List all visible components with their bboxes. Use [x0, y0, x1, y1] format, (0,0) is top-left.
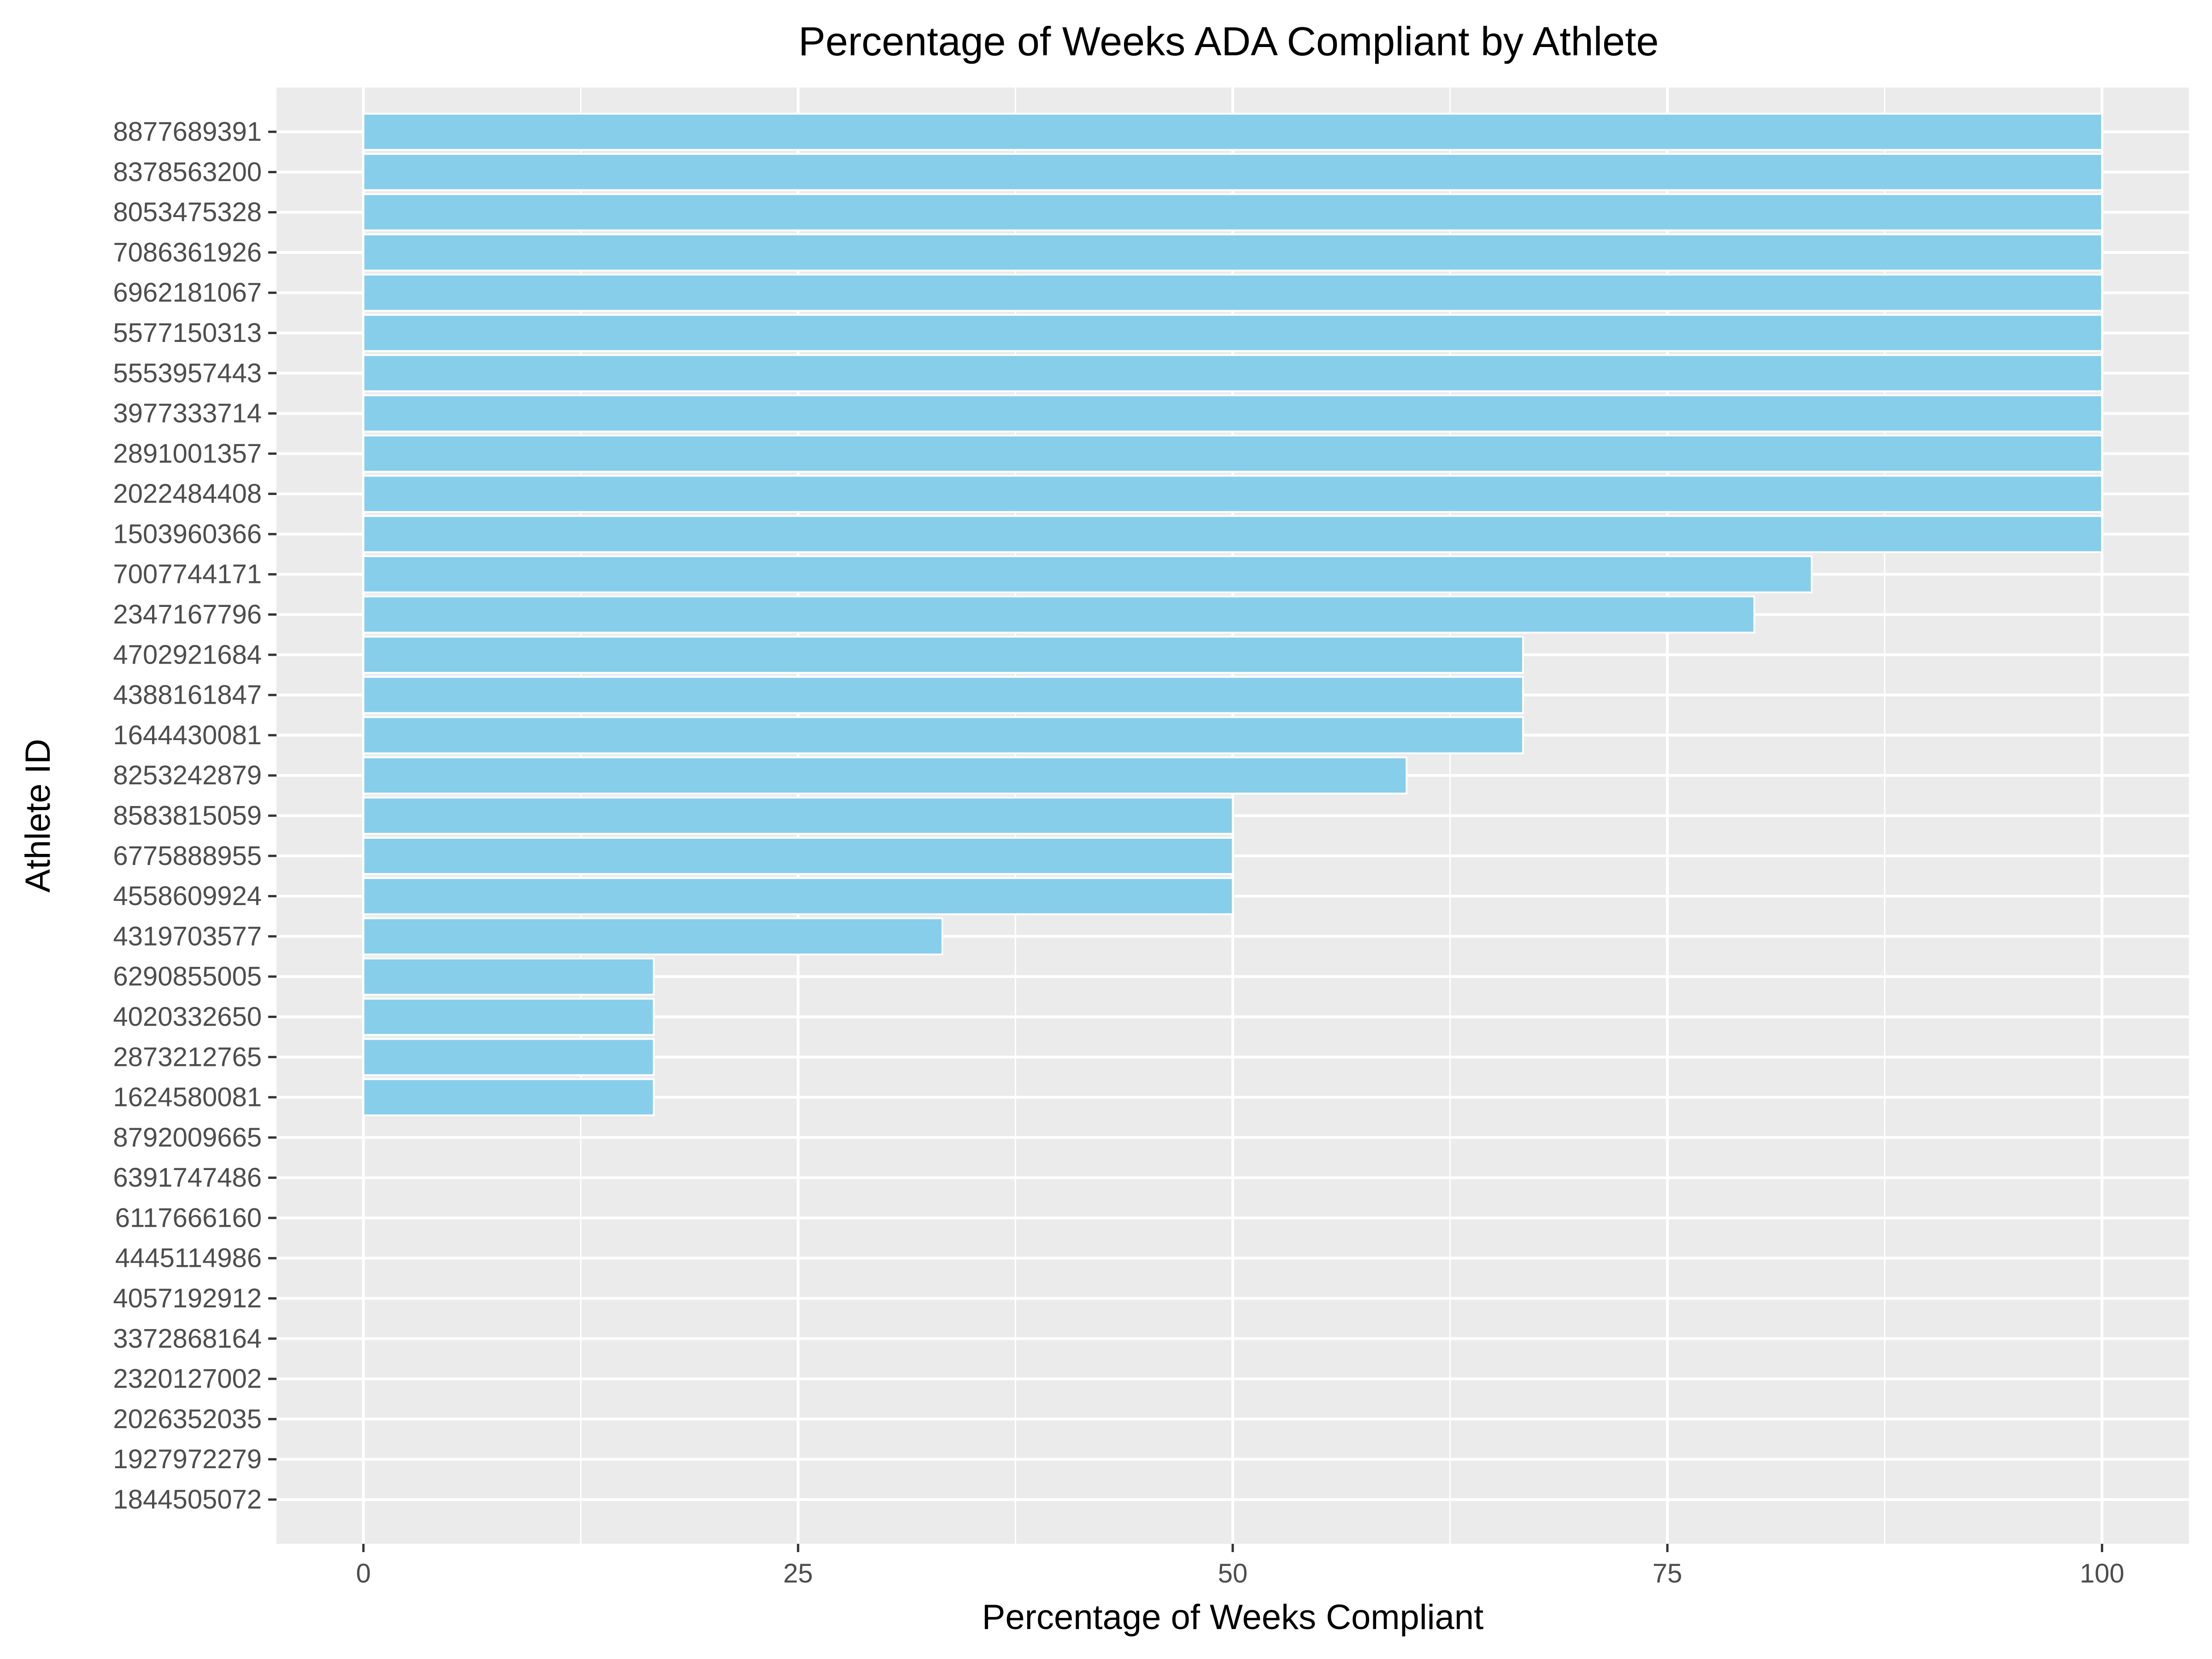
x-tick-label: 50 [1218, 1559, 1248, 1588]
y-tick-label: 5553957443 [113, 358, 262, 388]
x-tick-label: 25 [783, 1559, 813, 1588]
bar [362, 877, 1234, 915]
bar [362, 756, 1408, 794]
bar [362, 716, 1524, 754]
y-tick-label: 1624580081 [113, 1082, 262, 1112]
y-tick-label: 2022484408 [113, 479, 262, 509]
y-tick-label: 3372868164 [113, 1324, 262, 1353]
y-tick-label: 7086361926 [113, 237, 262, 267]
y-tick-label: 8378563200 [113, 157, 262, 187]
bar [362, 917, 943, 956]
bar [362, 354, 2103, 393]
y-tick-label: 6775888955 [113, 841, 262, 871]
y-tick-label: 2320127002 [113, 1364, 262, 1394]
y-tick-label: 8253242879 [113, 760, 262, 790]
y-tick-label: 2891001357 [113, 439, 262, 469]
x-axis: 0 25 50 75 100 [356, 1544, 2124, 1588]
bar [362, 314, 2103, 352]
bar [362, 1078, 655, 1117]
bar [362, 435, 2103, 473]
y-axis-title: Athlete ID [18, 739, 58, 893]
bar [362, 635, 1524, 674]
x-tick-label: 75 [1653, 1559, 1683, 1588]
x-tick-label: 0 [356, 1559, 371, 1588]
y-tick-label: 6290855005 [113, 962, 262, 992]
y-tick-label: 8583815059 [113, 801, 262, 831]
y-tick-label: 6117666160 [115, 1203, 262, 1233]
x-axis-title: Percentage of Weeks Compliant [982, 1598, 1484, 1637]
bars [362, 112, 2103, 1117]
bar [362, 676, 1524, 714]
bar [362, 193, 2103, 231]
y-tick-label: 6962181067 [113, 278, 262, 308]
bar [362, 1038, 655, 1077]
y-tick-label: 8877689391 [113, 117, 262, 147]
y-tick-label: 1644430081 [113, 720, 262, 750]
y-tick-label: 4319703577 [113, 921, 262, 951]
bar [362, 515, 2103, 553]
y-axis: 8877689391 8378563200 8053475328 7086361926… [113, 117, 276, 1514]
y-tick-label: 1844505072 [113, 1484, 262, 1514]
y-tick-label: 4020332650 [113, 1002, 262, 1032]
y-tick-label: 6391747486 [113, 1163, 262, 1193]
y-tick-label: 3977333714 [113, 399, 262, 429]
bar [362, 394, 2103, 433]
bar [362, 555, 1813, 594]
y-tick-label: 2873212765 [113, 1042, 262, 1072]
chart-title: Percentage of Weeks ADA Compliant by Ath… [799, 18, 1659, 64]
y-tick-label: 4702921684 [113, 640, 262, 670]
x-tick-label: 100 [2080, 1559, 2124, 1588]
bar [362, 153, 2103, 191]
y-tick-label: 2347167796 [113, 600, 262, 629]
y-tick-label: 8792009665 [113, 1123, 262, 1153]
y-tick-label: 2026352035 [113, 1404, 262, 1434]
y-tick-label: 1927972279 [113, 1444, 262, 1474]
bar [362, 233, 2103, 272]
y-tick-label: 4057192912 [113, 1283, 262, 1313]
y-tick-label: 5577150313 [113, 318, 262, 348]
y-tick-label: 4388161847 [113, 680, 262, 710]
bar [362, 595, 1755, 634]
y-tick-label: 4558609924 [113, 881, 262, 911]
bar [362, 837, 1234, 875]
bar [362, 112, 2103, 151]
y-tick-label: 8053475328 [113, 197, 262, 227]
bar [362, 998, 655, 1036]
y-tick-label: 7007744171 [113, 559, 262, 589]
y-tick-label: 1503960366 [113, 519, 262, 549]
bar [362, 957, 655, 996]
bar [362, 475, 2103, 513]
y-tick-label: 4445114986 [115, 1243, 262, 1273]
bar [362, 273, 2103, 312]
bar [362, 796, 1234, 835]
